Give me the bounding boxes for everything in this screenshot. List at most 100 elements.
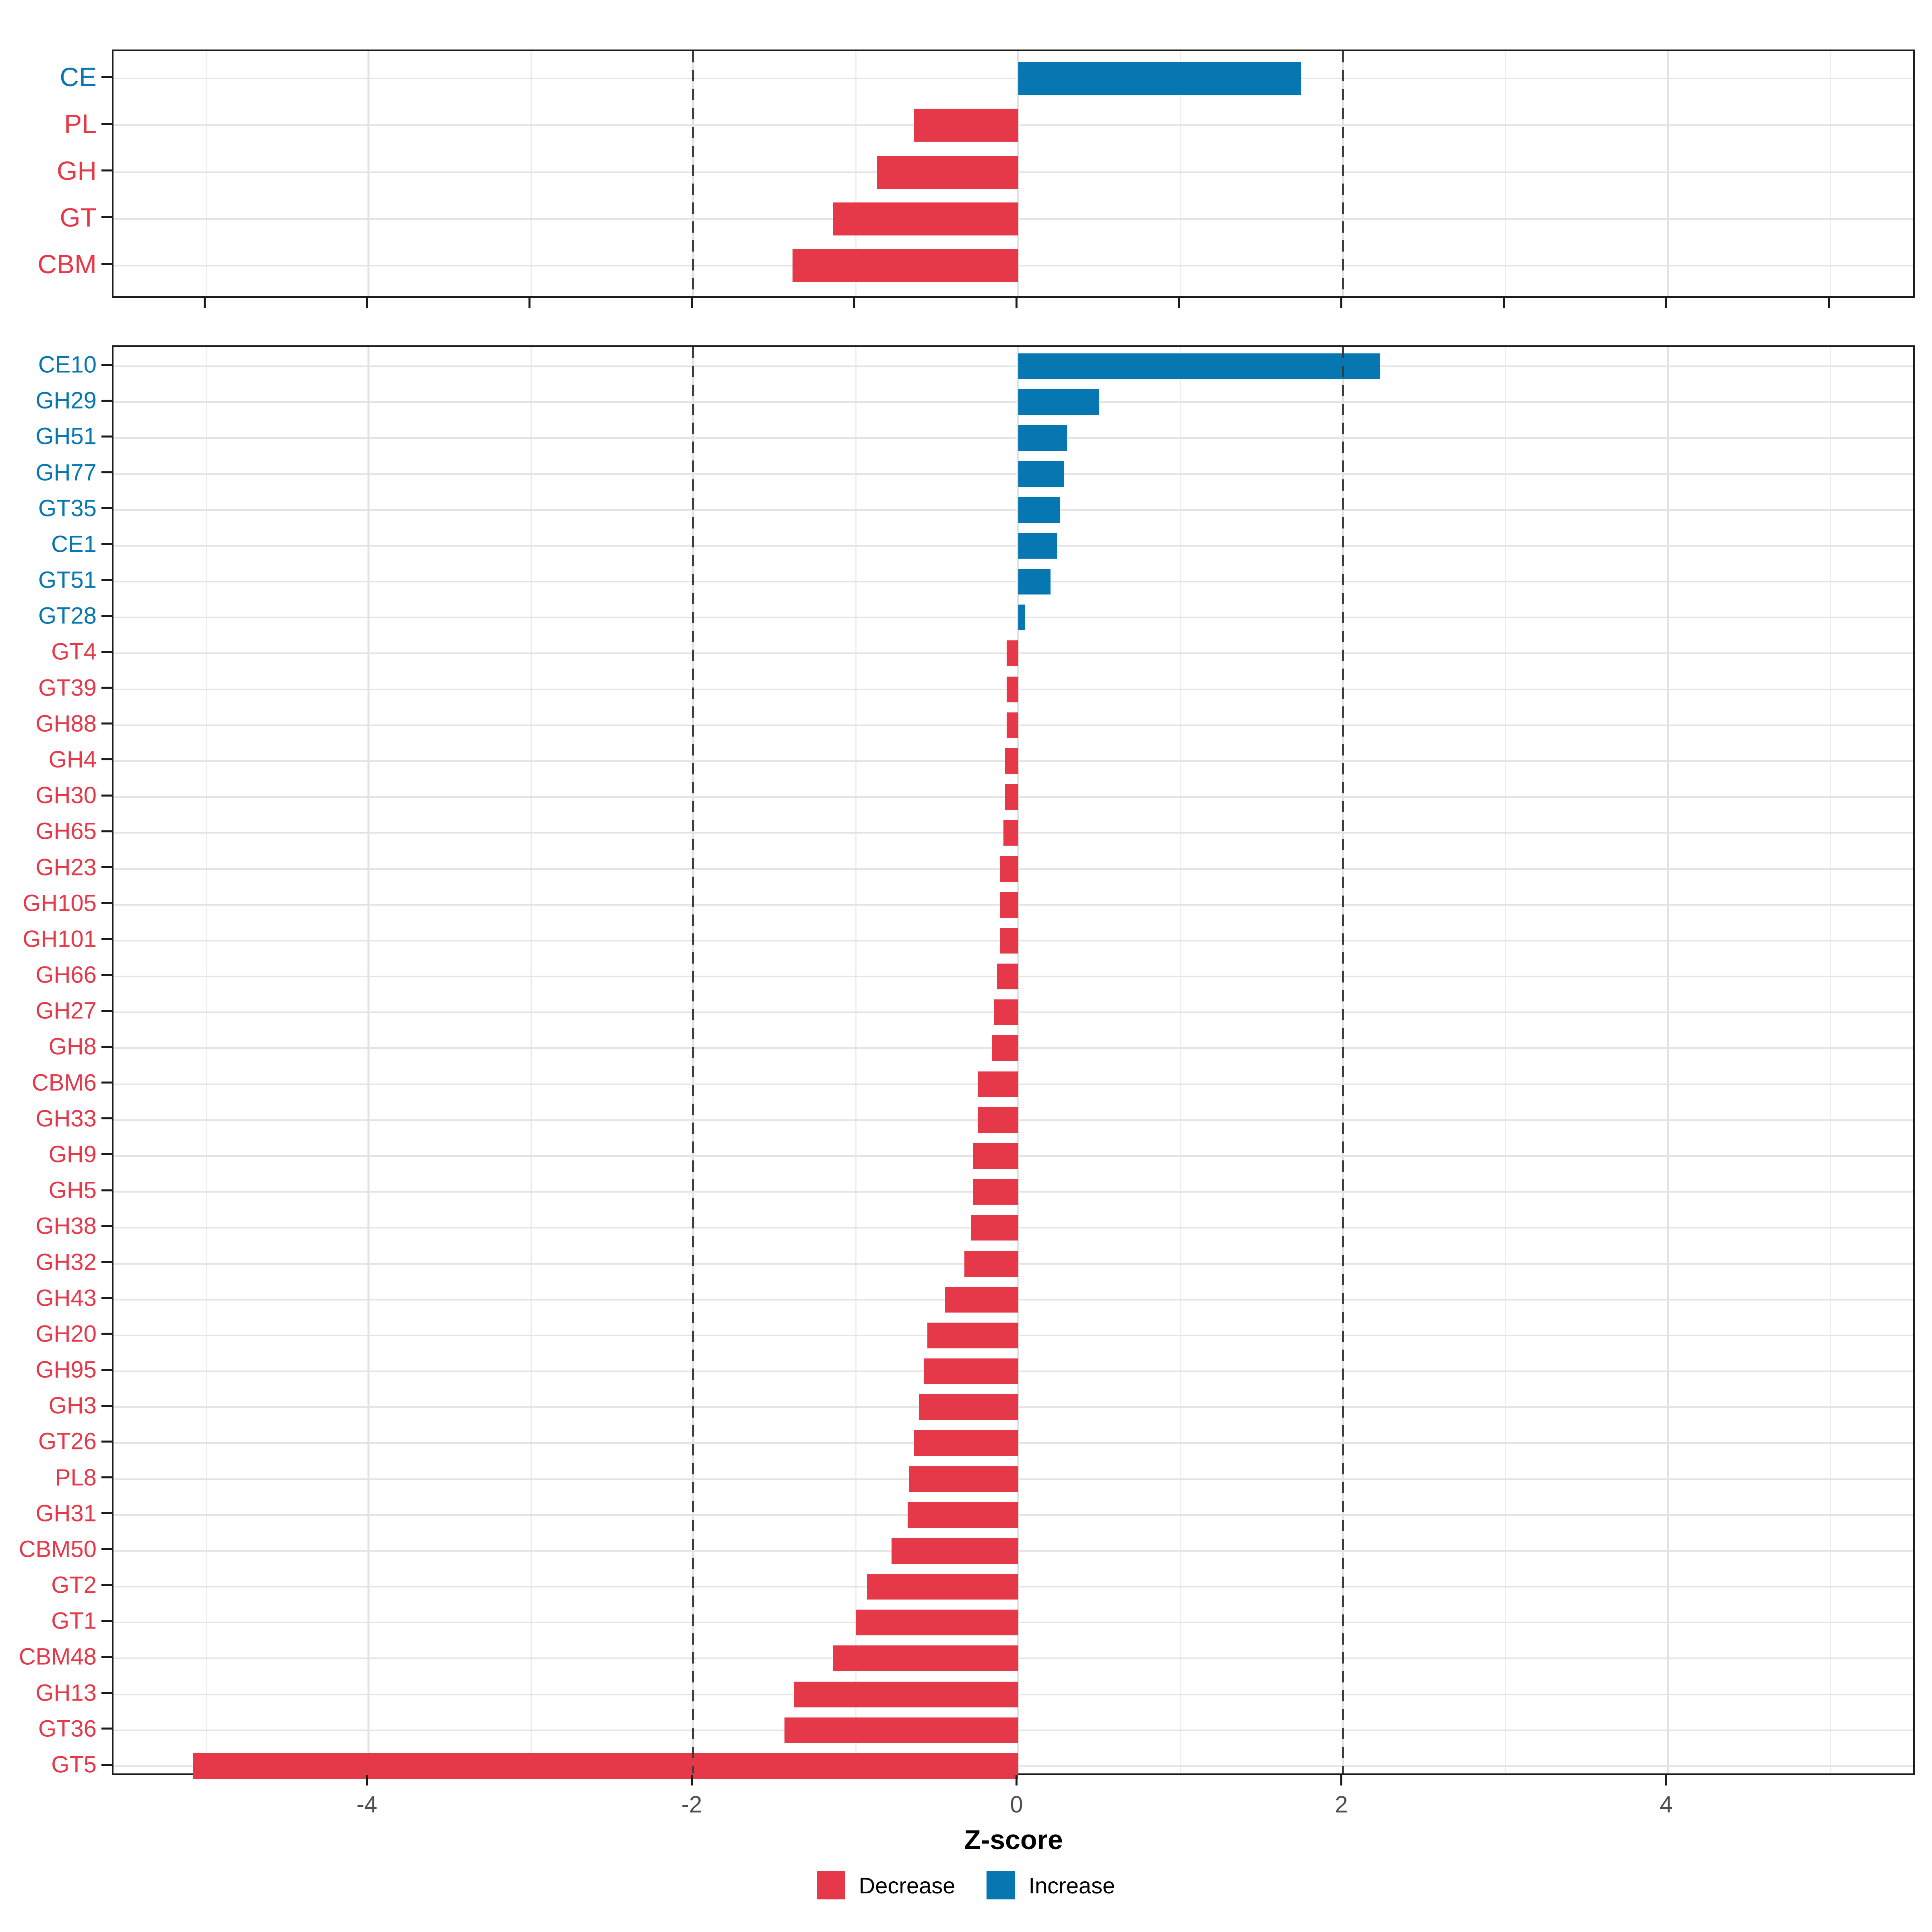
x-axis-tick xyxy=(691,298,693,308)
y-axis-tick xyxy=(101,1476,112,1479)
bar-GH38 xyxy=(971,1215,1018,1241)
x-axis-tick xyxy=(366,298,368,308)
y-axis-label: CE10 xyxy=(38,351,97,378)
bar-GH66 xyxy=(997,964,1018,990)
y-axis-tick xyxy=(101,1763,112,1766)
y-axis-label: GH77 xyxy=(35,459,97,486)
bar-CBM48 xyxy=(833,1645,1018,1672)
bar-GH27 xyxy=(994,999,1018,1026)
x-axis-tick xyxy=(528,298,530,308)
bar-GH9 xyxy=(972,1143,1018,1169)
y-axis-tick xyxy=(101,615,112,617)
y-axis-label: GH88 xyxy=(35,710,97,737)
y-axis-tick xyxy=(101,1368,112,1371)
bar-GH43 xyxy=(945,1286,1018,1313)
y-axis-label: GH95 xyxy=(35,1356,97,1383)
y-axis-label: GT35 xyxy=(38,495,97,522)
top-panel xyxy=(112,50,1915,298)
y-axis-tick xyxy=(101,543,112,545)
bar-GH4 xyxy=(1005,748,1018,774)
bar-GT2 xyxy=(867,1574,1018,1600)
y-axis-tick xyxy=(101,1009,112,1012)
y-axis-label: CE xyxy=(60,62,97,92)
bar-GH65 xyxy=(1003,820,1018,846)
x-axis-tick xyxy=(1340,1775,1343,1785)
y-axis-tick xyxy=(101,435,112,438)
bar-GT xyxy=(833,202,1018,235)
y-axis-tick xyxy=(101,1404,112,1407)
dashed-reference-line xyxy=(692,347,695,1773)
y-axis-label: GT4 xyxy=(51,638,97,665)
x-axis-tick-label: 4 xyxy=(1660,1792,1673,1818)
bar-GH29 xyxy=(1018,389,1100,415)
y-axis-tick xyxy=(101,1692,112,1694)
bar-CE1 xyxy=(1018,533,1057,559)
y-axis-label: GT1 xyxy=(51,1608,97,1634)
legend-swatch-decrease xyxy=(817,1871,845,1899)
y-axis-label: GH3 xyxy=(48,1392,97,1419)
bar-GH xyxy=(877,155,1018,189)
gridline-minor xyxy=(855,51,857,296)
y-axis-tick xyxy=(101,1333,112,1335)
bar-GT28 xyxy=(1018,605,1025,631)
y-axis-label: CBM50 xyxy=(19,1536,97,1563)
gridline-major xyxy=(367,347,370,1773)
y-axis-tick xyxy=(101,1045,112,1048)
y-axis-tick xyxy=(101,1225,112,1227)
gridline-major xyxy=(367,51,370,296)
y-axis-tick xyxy=(101,974,112,976)
y-axis-label: GT26 xyxy=(38,1428,97,1455)
dashed-reference-line xyxy=(692,51,695,296)
y-axis-label: GH29 xyxy=(35,387,97,414)
y-axis-tick xyxy=(101,76,112,78)
y-axis-tick xyxy=(101,866,112,869)
legend-label-decrease: Decrease xyxy=(859,1872,956,1898)
bar-GH3 xyxy=(919,1394,1018,1420)
bar-GH88 xyxy=(1007,712,1018,738)
y-axis-tick xyxy=(101,1548,112,1550)
gridline-major xyxy=(1017,347,1020,1773)
gridline-minor xyxy=(530,347,532,1773)
y-axis-tick xyxy=(101,938,112,940)
y-axis-tick xyxy=(101,263,112,265)
gridline-minor xyxy=(1829,347,1831,1773)
y-axis-tick xyxy=(101,1153,112,1156)
y-axis-tick xyxy=(101,1584,112,1586)
gridline-minor xyxy=(1505,51,1506,296)
row-gridline xyxy=(114,473,1913,475)
bar-CBM50 xyxy=(891,1538,1018,1564)
y-axis-label: GH13 xyxy=(35,1680,97,1706)
bar-GH8 xyxy=(992,1035,1018,1061)
x-axis-tick xyxy=(1665,298,1668,308)
y-axis-label: GH30 xyxy=(35,782,97,809)
y-axis-label: GH20 xyxy=(35,1321,97,1347)
bar-GH105 xyxy=(1000,892,1018,918)
row-gridline xyxy=(114,401,1913,403)
bar-GT26 xyxy=(914,1430,1018,1456)
gridline-minor xyxy=(1829,51,1831,296)
y-axis-tick xyxy=(101,507,112,510)
y-axis-tick xyxy=(101,758,112,761)
dashed-reference-line xyxy=(1342,51,1344,296)
y-axis-tick xyxy=(101,1728,112,1730)
y-axis-label: GH66 xyxy=(35,962,97,988)
bar-GT51 xyxy=(1018,569,1051,595)
y-axis-tick xyxy=(101,1655,112,1658)
x-axis-tick xyxy=(1340,298,1343,308)
x-axis-tick-label: 2 xyxy=(1335,1792,1348,1818)
legend-swatch-increase xyxy=(987,1871,1015,1899)
gridline-minor xyxy=(1505,347,1506,1773)
y-axis-label: GH101 xyxy=(23,926,97,952)
y-axis-label: GH33 xyxy=(35,1105,97,1132)
y-axis-tick xyxy=(101,122,112,125)
y-axis-label: GT36 xyxy=(38,1715,97,1742)
gridline-minor xyxy=(1180,51,1181,296)
y-axis-label: GT28 xyxy=(38,603,97,629)
bar-GT35 xyxy=(1018,497,1061,523)
bar-PL8 xyxy=(909,1466,1018,1492)
y-axis-tick xyxy=(101,1117,112,1120)
x-axis-title: Z-score xyxy=(964,1825,1063,1855)
y-axis-tick xyxy=(101,399,112,402)
y-axis-label: GH5 xyxy=(48,1177,97,1203)
gridline-major xyxy=(1667,51,1669,296)
